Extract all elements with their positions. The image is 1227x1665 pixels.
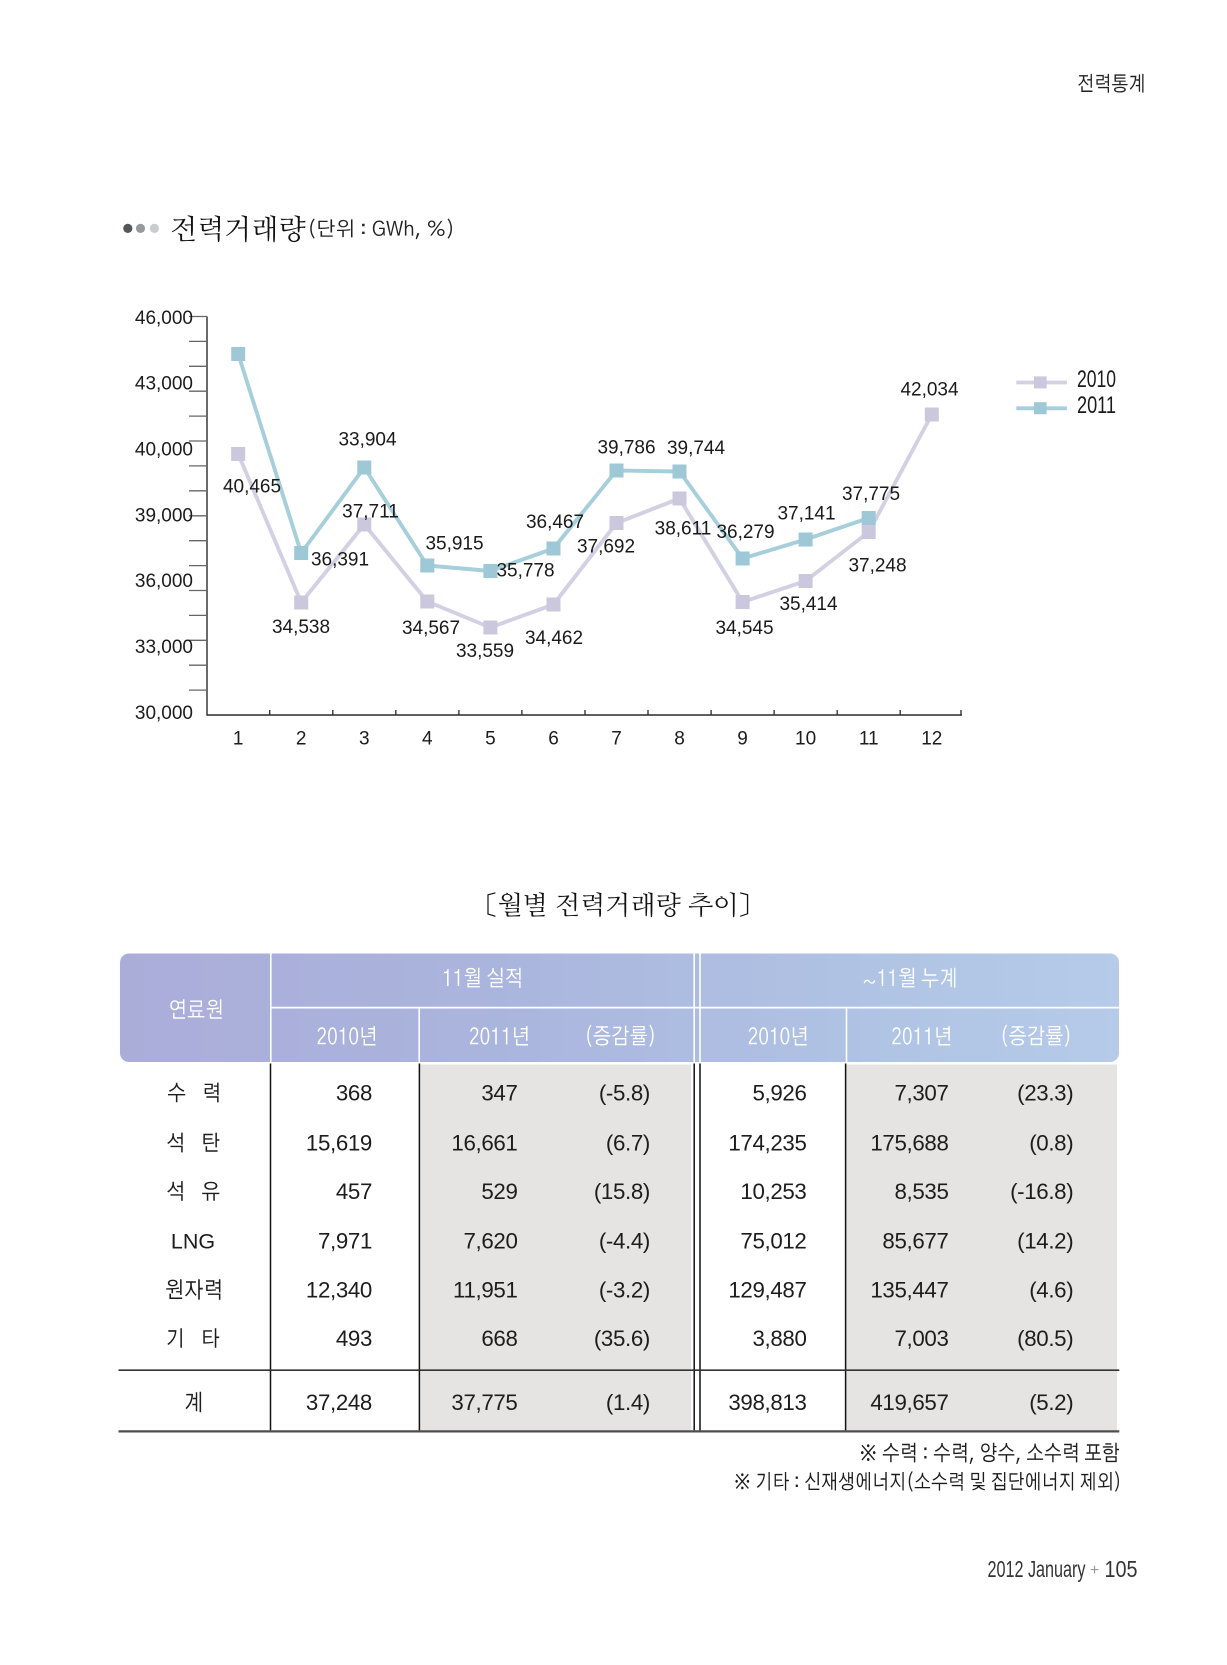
svg-text:2010: 2010 (1077, 366, 1116, 393)
svg-text:(-16.8): (-16.8) (1010, 1179, 1073, 1204)
svg-text:(23.3): (23.3) (1017, 1081, 1073, 1106)
svg-text:(-3.2): (-3.2) (599, 1278, 650, 1303)
svg-text:+: + (1090, 1562, 1099, 1579)
svg-text:7,620: 7,620 (463, 1229, 517, 1254)
svg-text:37,692: 37,692 (577, 537, 635, 558)
svg-text:9: 9 (737, 728, 748, 749)
svg-text:16,661: 16,661 (451, 1131, 517, 1156)
svg-text:36,467: 36,467 (526, 512, 584, 533)
svg-text:368: 368 (336, 1081, 372, 1106)
svg-text:37,248: 37,248 (848, 556, 906, 577)
svg-text:8: 8 (674, 728, 685, 749)
svg-text:36,391: 36,391 (311, 550, 369, 571)
svg-text:3: 3 (359, 728, 370, 749)
svg-text:10: 10 (795, 728, 816, 749)
svg-text:15,619: 15,619 (306, 1131, 372, 1156)
svg-text:105: 105 (1105, 1556, 1138, 1582)
svg-text:34,462: 34,462 (525, 628, 583, 649)
svg-text:11: 11 (859, 728, 879, 749)
svg-text:11,951: 11,951 (453, 1278, 517, 1303)
svg-text:(-5.8): (-5.8) (599, 1081, 650, 1106)
svg-text:2: 2 (296, 728, 307, 749)
svg-text:(80.5): (80.5) (1017, 1326, 1073, 1351)
svg-text:35,915: 35,915 (425, 533, 483, 554)
svg-text:33,559: 33,559 (456, 641, 514, 662)
svg-text:LNG: LNG (171, 1230, 215, 1254)
svg-text:2011: 2011 (1077, 392, 1116, 419)
svg-text:36,000: 36,000 (135, 571, 193, 592)
svg-text:7,307: 7,307 (894, 1081, 948, 1106)
svg-text:457: 457 (336, 1179, 372, 1204)
svg-text:85,677: 85,677 (882, 1229, 948, 1254)
svg-text:37,775: 37,775 (451, 1390, 517, 1415)
svg-text:135,447: 135,447 (870, 1278, 948, 1303)
svg-text:(4.6): (4.6) (1029, 1278, 1073, 1303)
svg-text:33,000: 33,000 (135, 637, 193, 658)
svg-text:(-4.4): (-4.4) (599, 1229, 650, 1254)
svg-text:37,711: 37,711 (342, 501, 399, 522)
svg-text:7,003: 7,003 (894, 1326, 948, 1351)
svg-text:33,904: 33,904 (338, 429, 397, 450)
svg-text:347: 347 (481, 1081, 517, 1106)
svg-text:5,926: 5,926 (752, 1081, 806, 1106)
svg-text:529: 529 (481, 1179, 517, 1204)
svg-text:34,567: 34,567 (402, 618, 460, 639)
svg-text:398,813: 398,813 (728, 1390, 806, 1415)
svg-text:35,778: 35,778 (496, 560, 554, 581)
svg-text:6: 6 (548, 728, 559, 749)
svg-text:129,487: 129,487 (728, 1278, 806, 1303)
svg-text:5: 5 (485, 728, 496, 749)
svg-text:10,253: 10,253 (740, 1179, 806, 1204)
svg-text:40,465: 40,465 (223, 477, 281, 498)
svg-text:(5.2): (5.2) (1029, 1390, 1073, 1415)
svg-text:493: 493 (336, 1326, 372, 1351)
svg-text:174,235: 174,235 (728, 1131, 806, 1156)
svg-text:36,279: 36,279 (716, 522, 774, 543)
svg-text:3,880: 3,880 (752, 1326, 806, 1351)
svg-text:175,688: 175,688 (870, 1131, 948, 1156)
svg-text:(0.8): (0.8) (1029, 1131, 1073, 1156)
svg-text:7,971: 7,971 (318, 1229, 372, 1254)
svg-text:(35.6): (35.6) (594, 1326, 650, 1351)
svg-text:(6.7): (6.7) (606, 1131, 650, 1156)
svg-text:4: 4 (422, 728, 433, 749)
svg-text:46,000: 46,000 (135, 308, 193, 329)
svg-text:34,545: 34,545 (715, 618, 773, 639)
svg-text:40,000: 40,000 (135, 440, 193, 461)
svg-text:39,786: 39,786 (597, 438, 655, 459)
svg-text:7: 7 (611, 728, 622, 749)
svg-text:37,248: 37,248 (306, 1390, 372, 1415)
svg-text:39,744: 39,744 (667, 438, 726, 459)
svg-text:(14.2): (14.2) (1017, 1229, 1073, 1254)
svg-text:2012 January: 2012 January (988, 1556, 1086, 1582)
svg-text:1: 1 (233, 728, 244, 749)
svg-text:8,535: 8,535 (894, 1179, 948, 1204)
svg-text:668: 668 (481, 1326, 517, 1351)
svg-text:39,000: 39,000 (135, 505, 193, 526)
svg-text:(1.4): (1.4) (606, 1390, 650, 1415)
svg-text:43,000: 43,000 (135, 374, 193, 395)
svg-text:37,141: 37,141 (777, 504, 835, 525)
svg-text:35,414: 35,414 (779, 594, 838, 615)
svg-text:38,611: 38,611 (655, 519, 712, 540)
svg-text:37,775: 37,775 (842, 484, 900, 505)
svg-text:12,340: 12,340 (306, 1278, 372, 1303)
svg-text:(15.8): (15.8) (594, 1179, 650, 1204)
svg-text:12: 12 (921, 728, 942, 749)
svg-text:30,000: 30,000 (135, 703, 193, 724)
svg-text:42,034: 42,034 (900, 380, 959, 401)
svg-text:34,538: 34,538 (272, 617, 330, 638)
svg-text:419,657: 419,657 (870, 1390, 948, 1415)
svg-text:75,012: 75,012 (740, 1229, 806, 1254)
